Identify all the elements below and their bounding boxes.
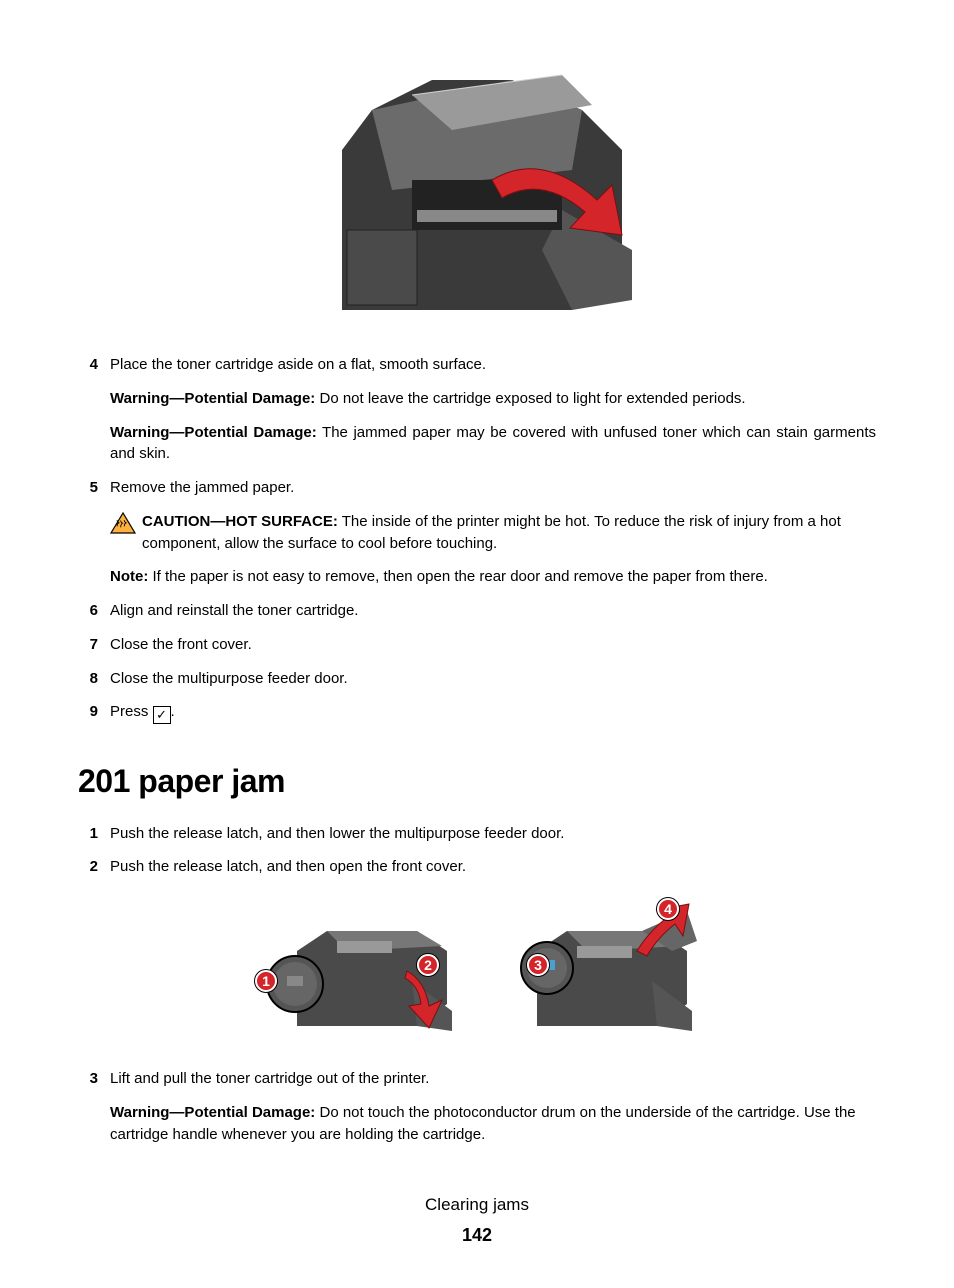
section-heading-201: 201 paper jam xyxy=(78,758,876,804)
steps-group-b: 1 Push the release latch, and then lower… xyxy=(78,823,876,879)
step-number: 4 xyxy=(78,354,110,465)
callout-3: 3 xyxy=(527,954,549,976)
warning-label: Warning—Potential Damage: xyxy=(110,390,315,407)
caution-block: CAUTION—HOT SURFACE: The inside of the p… xyxy=(110,511,876,555)
step-text: Close the front cover. xyxy=(110,634,876,656)
printer-illustration-right: 3 4 xyxy=(497,896,707,1046)
step-body: Remove the jammed paper. CAUTION—HOT SUR… xyxy=(110,477,876,588)
step-number: 9 xyxy=(78,701,110,724)
callout-num: 3 xyxy=(534,955,542,975)
steps-group-a: 4 Place the toner cartridge aside on a f… xyxy=(78,354,876,724)
callout-1: 1 xyxy=(255,970,277,992)
page-footer: Clearing jams 142 xyxy=(78,1193,876,1248)
step-5: 5 Remove the jammed paper. CAUTION—HOT S… xyxy=(78,477,876,588)
step-text: Push the release latch, and then open th… xyxy=(110,856,876,878)
printer-illustration-left: 1 2 xyxy=(247,896,457,1046)
warning-line: Warning—Potential Damage: Do not leave t… xyxy=(110,388,876,410)
warning-line: Warning—Potential Damage: Do not touch t… xyxy=(110,1102,876,1146)
step-number: 5 xyxy=(78,477,110,588)
note-label: Note: xyxy=(110,568,148,585)
caution-hot-surface-icon xyxy=(110,512,136,534)
note-text: If the paper is not easy to remove, then… xyxy=(148,568,768,585)
footer-category: Clearing jams xyxy=(78,1193,876,1218)
warning-label: Warning—Potential Damage: xyxy=(110,424,317,441)
step-text: Align and reinstall the toner cartridge. xyxy=(110,600,876,622)
footer-page-number: 142 xyxy=(78,1222,876,1248)
step-body: Align and reinstall the toner cartridge. xyxy=(110,600,876,622)
callout-num: 4 xyxy=(664,899,672,919)
step-body: Lift and pull the toner cartridge out of… xyxy=(110,1068,876,1145)
step-b-1: 1 Push the release latch, and then lower… xyxy=(78,823,876,845)
step-7: 7 Close the front cover. xyxy=(78,634,876,656)
step-body: Press ✓. xyxy=(110,701,876,724)
press-prefix: Press xyxy=(110,703,153,720)
step-8: 8 Close the multipurpose feeder door. xyxy=(78,668,876,690)
figure-release-latches: 1 2 3 4 xyxy=(78,896,876,1046)
caution-text-line: CAUTION—HOT SURFACE: The inside of the p… xyxy=(142,511,876,555)
printer-illustration-top xyxy=(312,50,642,330)
figure-toner-removal xyxy=(78,50,876,330)
step-body: Place the toner cartridge aside on a fla… xyxy=(110,354,876,465)
press-suffix: . xyxy=(171,703,175,720)
step-body: Close the multipurpose feeder door. xyxy=(110,668,876,690)
caution-label: CAUTION—HOT SURFACE: xyxy=(142,513,338,530)
step-number: 1 xyxy=(78,823,110,845)
step-text: Close the multipurpose feeder door. xyxy=(110,668,876,690)
warning-text: Do not leave the cartridge exposed to li… xyxy=(315,390,745,407)
callout-2: 2 xyxy=(417,954,439,976)
step-number: 6 xyxy=(78,600,110,622)
step-text: Place the toner cartridge aside on a fla… xyxy=(110,354,876,376)
callout-num: 1 xyxy=(262,971,270,991)
callout-4: 4 xyxy=(657,898,679,920)
warning-label: Warning—Potential Damage: xyxy=(110,1104,315,1121)
step-body: Close the front cover. xyxy=(110,634,876,656)
step-c-3: 3 Lift and pull the toner cartridge out … xyxy=(78,1068,876,1145)
step-6: 6 Align and reinstall the toner cartridg… xyxy=(78,600,876,622)
step-text: Lift and pull the toner cartridge out of… xyxy=(110,1068,876,1090)
step-4: 4 Place the toner cartridge aside on a f… xyxy=(78,354,876,465)
check-button-icon: ✓ xyxy=(153,706,171,724)
warning-line: Warning—Potential Damage: The jammed pap… xyxy=(110,422,876,466)
steps-group-c: 3 Lift and pull the toner cartridge out … xyxy=(78,1068,876,1145)
step-body: Push the release latch, and then open th… xyxy=(110,856,876,878)
callout-num: 2 xyxy=(424,955,432,975)
press-line: Press ✓. xyxy=(110,701,876,724)
step-number: 3 xyxy=(78,1068,110,1145)
step-number: 8 xyxy=(78,668,110,690)
step-body: Push the release latch, and then lower t… xyxy=(110,823,876,845)
step-number: 2 xyxy=(78,856,110,878)
step-number: 7 xyxy=(78,634,110,656)
step-b-2: 2 Push the release latch, and then open … xyxy=(78,856,876,878)
step-text: Push the release latch, and then lower t… xyxy=(110,823,876,845)
note-line: Note: If the paper is not easy to remove… xyxy=(110,566,876,588)
step-text: Remove the jammed paper. xyxy=(110,477,876,499)
step-9: 9 Press ✓. xyxy=(78,701,876,724)
